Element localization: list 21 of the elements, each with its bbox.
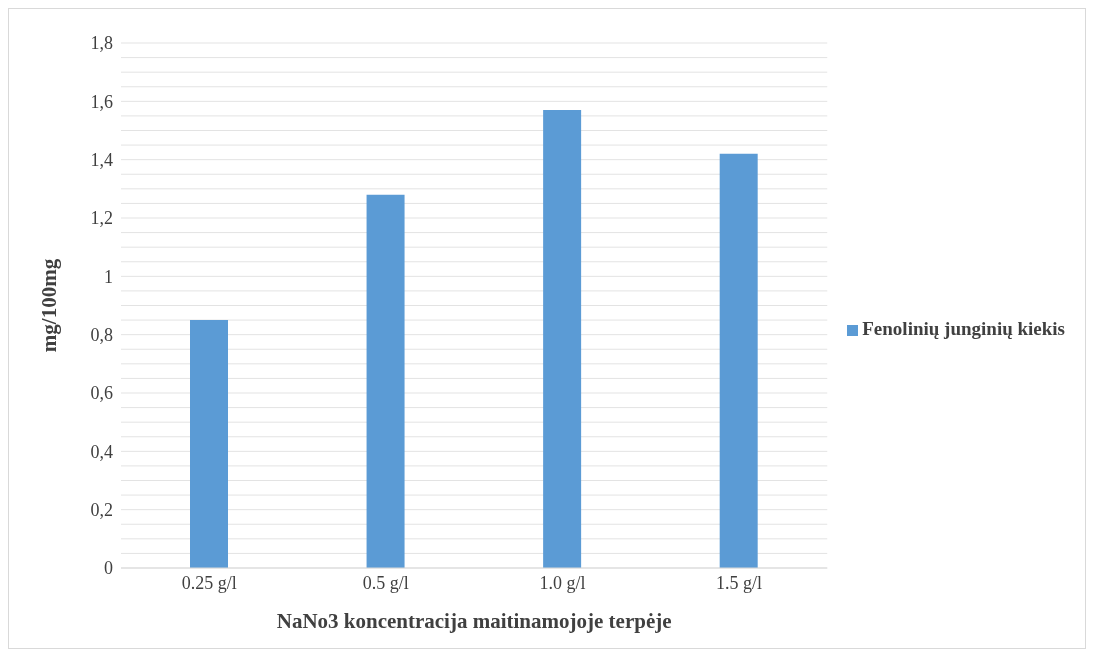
y-tick-label: 0,4: [90, 441, 113, 462]
y-axis-title: mg/100mg: [37, 258, 62, 353]
y-tick-label: 1,6: [90, 91, 113, 112]
x-tick-label: 0.25 g/l: [181, 572, 237, 593]
y-tick-label: 1,2: [90, 208, 113, 229]
legend-label: Fenolinių junginių kiekis: [862, 317, 1065, 339]
y-tick-label: 1: [104, 266, 113, 287]
y-tick-label: 0,6: [90, 383, 113, 404]
y-tick-label: 0,2: [90, 500, 113, 521]
bar: [543, 110, 582, 568]
bar: [719, 153, 758, 568]
x-tick-label: 0.5 g/l: [362, 572, 409, 593]
y-tick-label: 1,4: [90, 150, 113, 171]
bar: [190, 320, 228, 568]
y-tick-label: 0,8: [90, 325, 113, 346]
bar: [366, 194, 405, 568]
y-tick-label: 1,8: [90, 33, 113, 54]
y-tick-label: 0: [104, 558, 113, 579]
x-tick-label: 1.5 g/l: [715, 572, 762, 593]
x-tick-label: 1.0 g/l: [539, 572, 586, 593]
x-axis-title: NaNo3 koncentracija maitinamojoje terpėje: [276, 609, 672, 633]
